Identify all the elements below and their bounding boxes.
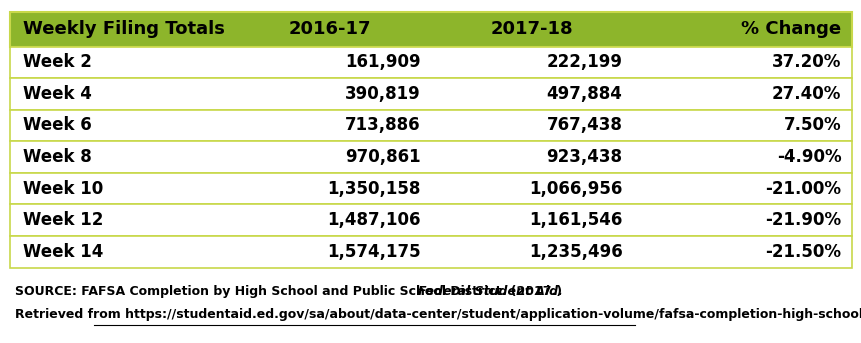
Text: % Change: % Change (740, 20, 840, 38)
Text: Federal Student Aid.: Federal Student Aid. (417, 285, 561, 298)
Bar (10, 141, 851, 173)
Bar (10, 173, 851, 204)
Text: Week 12: Week 12 (23, 211, 103, 229)
Text: 497,884: 497,884 (546, 85, 622, 103)
Text: Retrieved from https://studentaid.ed.gov/sa/about/data-center/student/applicatio: Retrieved from https://studentaid.ed.gov… (15, 308, 861, 321)
Text: Week 14: Week 14 (23, 243, 103, 261)
Bar (10, 47, 851, 78)
Text: Week 6: Week 6 (23, 116, 92, 134)
Text: -21.00%: -21.00% (765, 180, 840, 198)
Text: -4.90%: -4.90% (776, 148, 840, 166)
Text: 923,438: 923,438 (546, 148, 622, 166)
Text: 1,574,175: 1,574,175 (326, 243, 420, 261)
Text: 1,487,106: 1,487,106 (327, 211, 420, 229)
Text: 1,350,158: 1,350,158 (327, 180, 420, 198)
Bar (10, 110, 851, 141)
Bar (10, 78, 851, 110)
Text: -21.50%: -21.50% (765, 243, 840, 261)
Text: -21.90%: -21.90% (765, 211, 840, 229)
Text: Week 10: Week 10 (23, 180, 103, 198)
Text: 161,909: 161,909 (344, 53, 420, 71)
Text: 1,066,956: 1,066,956 (529, 180, 622, 198)
Text: 1,161,546: 1,161,546 (529, 211, 622, 229)
Text: 222,199: 222,199 (546, 53, 622, 71)
Text: 1,235,496: 1,235,496 (528, 243, 622, 261)
Text: 390,819: 390,819 (344, 85, 420, 103)
Text: 27.40%: 27.40% (771, 85, 840, 103)
Text: 970,861: 970,861 (344, 148, 420, 166)
Text: 767,438: 767,438 (546, 116, 622, 134)
Bar (10, 204, 851, 236)
Text: Week 8: Week 8 (23, 148, 92, 166)
Text: 713,886: 713,886 (344, 116, 420, 134)
Text: Weekly Filing Totals: Weekly Filing Totals (23, 20, 225, 38)
Bar (10, 236, 851, 268)
Text: Week 4: Week 4 (23, 85, 92, 103)
Bar (10, 12, 851, 47)
Text: 2017-18: 2017-18 (490, 20, 573, 38)
Text: 2016-17: 2016-17 (288, 20, 371, 38)
Text: 7.50%: 7.50% (783, 116, 840, 134)
Text: SOURCE: FAFSA Completion by High School and Public School District. (2017.): SOURCE: FAFSA Completion by High School … (15, 285, 566, 298)
Text: Week 2: Week 2 (23, 53, 92, 71)
Text: 37.20%: 37.20% (771, 53, 840, 71)
